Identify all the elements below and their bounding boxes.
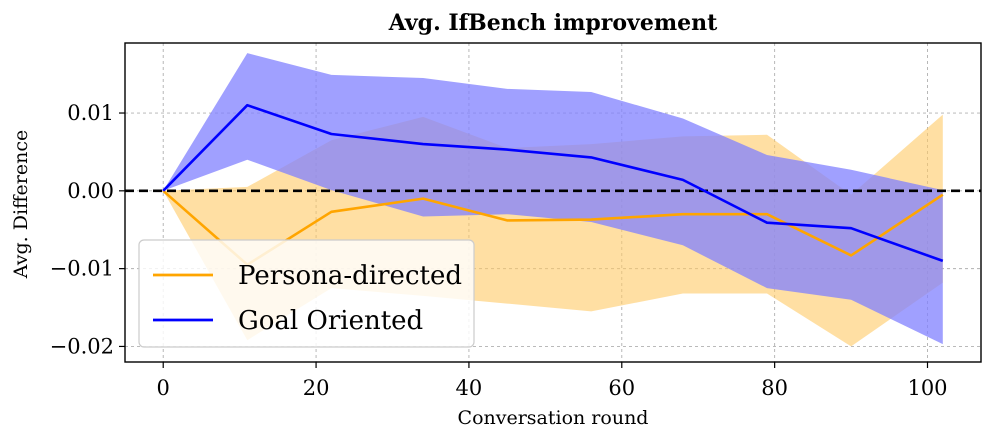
- confidence-band-goal-oriented: [163, 53, 943, 345]
- x-tick-label: 80: [761, 376, 788, 400]
- x-tick-label: 0: [157, 376, 170, 400]
- x-tick-label: 100: [907, 376, 947, 400]
- plot-frame: [124, 42, 982, 363]
- chart-title: Avg. IfBench improvement: [388, 10, 718, 36]
- line-layer: [125, 103, 981, 266]
- legend-label-persona-directed: Persona-directed: [238, 261, 462, 291]
- y-tick-label: 0.00: [67, 179, 114, 203]
- legend: Persona-directed Goal Oriented: [138, 239, 475, 348]
- y-tick-label: −0.02: [50, 334, 114, 358]
- axis-layer: 0 20 40 60 80 100 0.01 0.00 −0.01 −0.02: [50, 42, 982, 400]
- legend-label-goal-oriented: Goal Oriented: [238, 306, 423, 336]
- x-tick-label: 40: [456, 376, 483, 400]
- y-tick-label: 0.01: [67, 101, 114, 125]
- y-tick-label: −0.01: [50, 257, 114, 281]
- legend-box: [138, 239, 475, 348]
- series-line-goal-oriented: [162, 103, 944, 263]
- y-axis-label: Avg. Difference: [10, 130, 32, 279]
- x-axis-label: Conversation round: [458, 407, 649, 429]
- x-tick-label: 60: [608, 376, 635, 400]
- series-line-persona-directed: [162, 189, 944, 266]
- x-tick-label: 20: [303, 376, 330, 400]
